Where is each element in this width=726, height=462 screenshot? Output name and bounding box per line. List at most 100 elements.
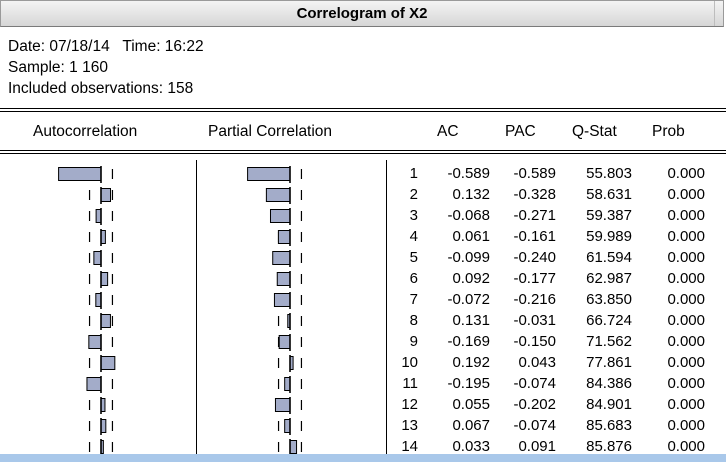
pac-cell: -0.328 bbox=[513, 186, 556, 203]
prob-cell: 0.000 bbox=[667, 333, 705, 350]
qstat-header: Q-Stat bbox=[572, 123, 617, 140]
ac-bar bbox=[58, 167, 102, 181]
column-separator-left bbox=[196, 160, 197, 455]
header-rule-bottom bbox=[0, 150, 726, 151]
ac-cell: -0.169 bbox=[447, 333, 490, 350]
observations-text: Included observations: 158 bbox=[8, 80, 194, 97]
pac-cell: 0.091 bbox=[518, 438, 556, 455]
qstat-cell: 61.594 bbox=[586, 249, 632, 266]
prob-cell: 0.000 bbox=[667, 417, 705, 434]
pac-bar bbox=[273, 293, 291, 307]
pac-cell: -0.216 bbox=[513, 291, 556, 308]
qstat-cell: 84.901 bbox=[586, 396, 632, 413]
prob-cell: 0.000 bbox=[667, 354, 705, 371]
ac-cell: -0.589 bbox=[447, 165, 490, 182]
qstat-cell: 59.989 bbox=[586, 228, 632, 245]
qstat-cell: 58.631 bbox=[586, 186, 632, 203]
header-rule-top bbox=[0, 108, 726, 109]
pac-bar bbox=[272, 251, 291, 265]
ac-cell: -0.072 bbox=[447, 291, 490, 308]
prob-header: Prob bbox=[652, 123, 685, 140]
pac-cell: -0.074 bbox=[513, 375, 556, 392]
pac-cell: -0.271 bbox=[513, 207, 556, 224]
ac-cell: 0.067 bbox=[452, 417, 490, 434]
pac-bar bbox=[289, 440, 298, 454]
prob-cell: 0.000 bbox=[667, 312, 705, 329]
lag-cell: 4 bbox=[409, 228, 418, 245]
ac-bar bbox=[100, 188, 112, 202]
pac-cell: -0.240 bbox=[513, 249, 556, 266]
lag-cell: 9 bbox=[409, 333, 418, 350]
prob-cell: 0.000 bbox=[667, 207, 705, 224]
bottom-scroll-area[interactable] bbox=[0, 454, 726, 462]
pac-bar bbox=[277, 230, 291, 244]
pac-cell: -0.589 bbox=[513, 165, 556, 182]
date-time-text: Date: 07/18/14 Time: 16:22 bbox=[8, 38, 204, 55]
column-separator-right bbox=[386, 160, 387, 455]
lag-cell: 2 bbox=[409, 186, 418, 203]
prob-cell: 0.000 bbox=[667, 228, 705, 245]
qstat-cell: 59.387 bbox=[586, 207, 632, 224]
qstat-cell: 66.724 bbox=[586, 312, 632, 329]
qstat-cell: 71.562 bbox=[586, 333, 632, 350]
prob-cell: 0.000 bbox=[667, 270, 705, 287]
lag-cell: 11 bbox=[402, 375, 418, 392]
prob-cell: 0.000 bbox=[667, 249, 705, 266]
pac-cell: -0.202 bbox=[513, 396, 556, 413]
window-title-bar[interactable]: Correlogram of X2 bbox=[0, 0, 724, 27]
ac-cell: 0.033 bbox=[452, 438, 490, 455]
qstat-cell: 84.386 bbox=[586, 375, 632, 392]
qstat-cell: 62.987 bbox=[586, 270, 632, 287]
ac-bar bbox=[100, 356, 116, 370]
ac-cell: -0.195 bbox=[447, 375, 490, 392]
lag-cell: 14 bbox=[401, 438, 418, 455]
ac-header: AC bbox=[437, 123, 459, 140]
lag-cell: 3 bbox=[409, 207, 418, 224]
pac-cell: -0.074 bbox=[513, 417, 556, 434]
lag-cell: 6 bbox=[409, 270, 418, 287]
ac-cell: 0.055 bbox=[452, 396, 490, 413]
pac-bar bbox=[247, 167, 291, 181]
prob-cell: 0.000 bbox=[667, 186, 705, 203]
pac-cell: -0.161 bbox=[513, 228, 556, 245]
pac-bar bbox=[276, 272, 291, 286]
ac-bar bbox=[88, 335, 102, 349]
qstat-cell: 85.876 bbox=[586, 438, 632, 455]
ac-cell: -0.099 bbox=[447, 249, 490, 266]
pac-bar bbox=[269, 209, 291, 223]
lag-cell: 5 bbox=[409, 249, 418, 266]
qstat-cell: 77.861 bbox=[586, 354, 632, 371]
pac-bar bbox=[265, 188, 291, 202]
qstat-cell: 85.683 bbox=[586, 417, 632, 434]
lag-cell: 10 bbox=[401, 354, 418, 371]
pac-header: PAC bbox=[505, 123, 536, 140]
header-rule-top-2 bbox=[0, 111, 726, 112]
pac-cell: -0.177 bbox=[513, 270, 556, 287]
ac-bar bbox=[93, 251, 102, 265]
ac-cell: 0.061 bbox=[452, 228, 490, 245]
lag-cell: 8 bbox=[409, 312, 418, 329]
lag-cell: 13 bbox=[401, 417, 418, 434]
pac-bar bbox=[274, 398, 291, 412]
lag-cell: 7 bbox=[409, 291, 418, 308]
ac-cell: 0.131 bbox=[452, 312, 490, 329]
prob-cell: 0.000 bbox=[667, 396, 705, 413]
prob-cell: 0.000 bbox=[667, 438, 705, 455]
ac-bar bbox=[100, 272, 109, 286]
partial-correlation-header: Partial Correlation bbox=[208, 123, 333, 140]
ac-cell: 0.132 bbox=[452, 186, 490, 203]
lag-cell: 1 bbox=[409, 165, 418, 182]
lag-cell: 12 bbox=[401, 396, 418, 413]
qstat-cell: 55.803 bbox=[586, 165, 632, 182]
ac-cell: 0.092 bbox=[452, 270, 490, 287]
window-title: Correlogram of X2 bbox=[296, 5, 428, 22]
prob-cell: 0.000 bbox=[667, 291, 705, 308]
ac-cell: 0.192 bbox=[452, 354, 490, 371]
ac-cell: -0.068 bbox=[447, 207, 490, 224]
autocorrelation-header: Autocorrelation bbox=[33, 123, 138, 140]
header-rule-bottom-2 bbox=[0, 153, 726, 154]
sample-text: Sample: 1 160 bbox=[8, 59, 108, 76]
prob-cell: 0.000 bbox=[667, 375, 705, 392]
pac-cell: 0.043 bbox=[518, 354, 556, 371]
